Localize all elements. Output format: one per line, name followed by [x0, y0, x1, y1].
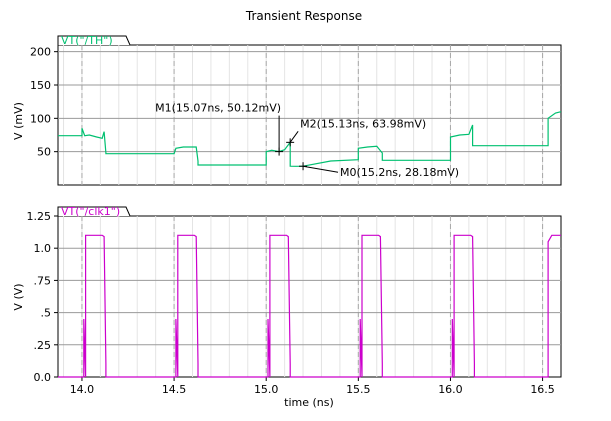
y-tick-label: .25	[34, 339, 52, 352]
y-tick-label: 100	[30, 112, 51, 125]
x-tick-label: 15.5	[346, 383, 371, 396]
bottom-plot-area	[57, 215, 562, 378]
x-tick-label: 16.0	[438, 383, 463, 396]
top-plot-area	[57, 44, 562, 186]
y-tick-label: 150	[30, 79, 51, 92]
y-tick-label: 1.25	[27, 210, 52, 223]
marker-leader-line	[289, 131, 299, 143]
series-line	[58, 111, 562, 167]
bottom-grid	[58, 216, 561, 377]
top-panel: 50 100 150 200 V (mV) VT("/TH") M1(15.07ns,…	[12, 34, 562, 186]
x-tick-label: 15.0	[254, 383, 279, 396]
top-legend-label: VT("/TH")	[61, 34, 113, 47]
top-legend-tab	[57, 35, 131, 46]
bottom-panel: 0.0.25.5.751.01.25 14.0 14.5 15.0 15.5 16.0 1…	[12, 205, 562, 409]
top-markers-group: M1(15.07ns, 50.12mV) M2(15.13ns, 63.98mV)…	[155, 102, 459, 180]
top-grid	[58, 45, 561, 185]
marker-label: M0(15.2ns, 28.18mV)	[340, 166, 459, 179]
bottom-legend-label: VT("/clk1")	[61, 205, 120, 218]
x-tick-labels: 14.0 14.5 15.0 15.5 16.0 16.5	[70, 377, 555, 396]
marker-leader-line	[302, 165, 339, 173]
marker-label: M1(15.07ns, 50.12mV)	[155, 102, 281, 115]
y-tick-label: 0.0	[34, 371, 52, 384]
x-tick-label: 16.5	[530, 383, 555, 396]
chart-title: Transient Response	[245, 9, 362, 23]
y-tick-label: 50	[37, 146, 51, 159]
series-line	[58, 234, 561, 378]
x-tick-label: 14.5	[162, 383, 187, 396]
bottom-legend-tab	[57, 206, 131, 217]
y-tick-label: .5	[41, 307, 52, 320]
y-tick-label: 200	[30, 46, 51, 59]
bottom-y-tick-labels: 0.0 .25 .5 .75 1.0 1.25	[27, 210, 58, 384]
x-tick-label: 14.0	[70, 383, 95, 396]
top-y-axis-label: V (mV)	[12, 102, 25, 140]
bottom-series-group	[58, 234, 561, 378]
top-y-tick-labels: 50 100 150 200	[30, 46, 58, 159]
y-tick-label: 1.0	[34, 242, 52, 255]
bottom-y-axis-label: V (V)	[12, 283, 25, 310]
y-tick-label: .75	[34, 274, 52, 287]
marker-label: M2(15.13ns, 63.98mV)	[300, 117, 426, 130]
x-axis-label: time (ns)	[284, 396, 334, 409]
top-series-group	[58, 111, 562, 167]
